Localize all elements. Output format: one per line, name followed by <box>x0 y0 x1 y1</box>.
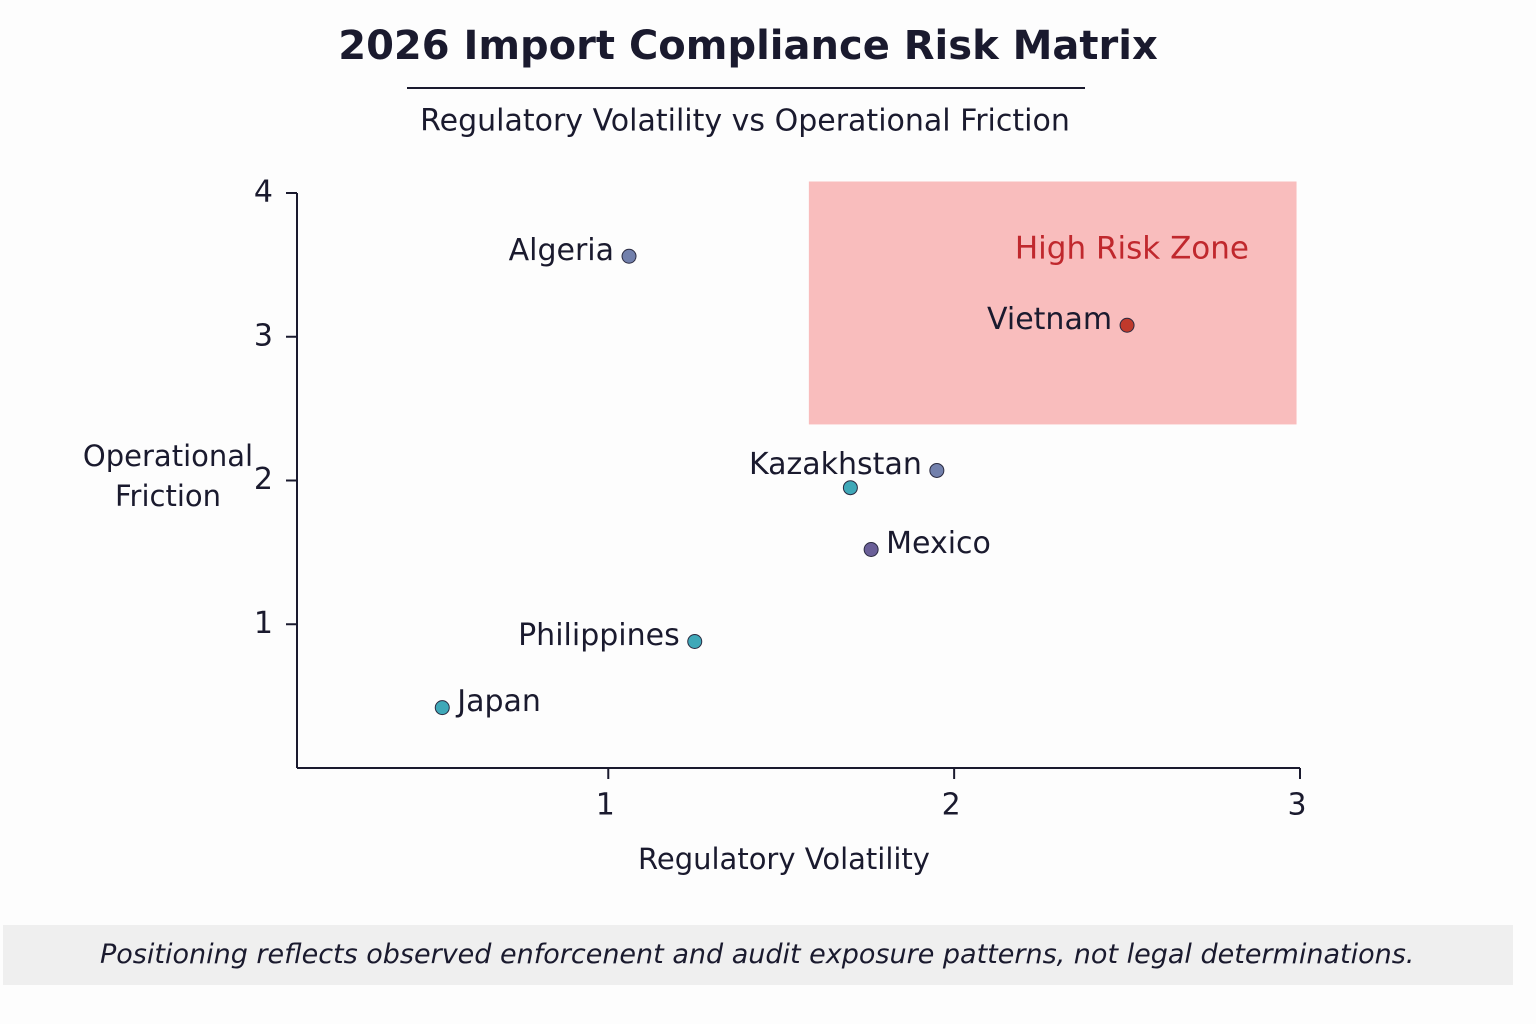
x-tick-label: 2 <box>942 788 961 823</box>
footnote: Positioning reflects observed enforcenen… <box>100 939 1415 970</box>
y-tick-label: 3 <box>254 318 273 353</box>
point <box>842 480 858 496</box>
y-tick-label: 1 <box>254 606 273 641</box>
chart-subtitle: Regulatory Volatility vs Operational Fri… <box>420 104 1070 139</box>
x-axis-label: Regulatory Volatility <box>638 842 930 876</box>
point-label: Philippines <box>518 618 680 653</box>
point-label: Algeria <box>509 233 614 268</box>
footnote-band: Positioning reflects observed enforcenen… <box>3 925 1513 985</box>
point-label: Kazakhstan <box>749 447 922 482</box>
y-tick-label: 2 <box>254 462 273 497</box>
chart-title: 2026 Import Compliance Risk Matrix <box>338 23 1158 69</box>
point-label: Vietnam <box>987 302 1112 337</box>
point <box>621 248 637 264</box>
point <box>1119 317 1135 333</box>
x-tick-label: 1 <box>596 788 615 823</box>
x-tick-label: 3 <box>1287 788 1306 823</box>
point <box>434 700 450 716</box>
point <box>863 542 879 557</box>
point <box>687 634 703 649</box>
point-label: Japan <box>455 684 541 719</box>
point <box>929 462 945 478</box>
point-label: Mexico <box>886 526 991 561</box>
high-risk-zone <box>808 181 1297 425</box>
y-axis-label: Operational Friction <box>82 439 254 513</box>
y-tick-label: 4 <box>254 175 273 210</box>
zone-label: High Risk Zone <box>1015 231 1249 267</box>
